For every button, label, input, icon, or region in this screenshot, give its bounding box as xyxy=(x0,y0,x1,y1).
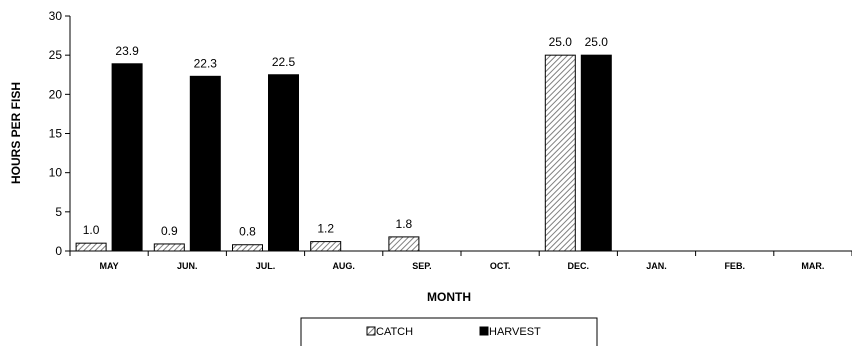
y-tick-label: 20 xyxy=(49,87,63,101)
x-tick-label: AUG. xyxy=(332,261,355,271)
legend-frame xyxy=(300,317,598,346)
y-tick-label: 10 xyxy=(49,166,63,180)
y-axis-title: HOURS PER FISH xyxy=(9,82,23,184)
bar-harvest xyxy=(111,63,143,252)
y-tick-label: 15 xyxy=(49,127,63,141)
y-tick-label: 30 xyxy=(49,9,63,23)
bar-catch xyxy=(75,242,107,252)
data-label-catch: 25.0 xyxy=(549,35,573,49)
bar-harvest xyxy=(268,74,299,252)
data-label-harvest: 23.9 xyxy=(115,44,139,58)
x-tick-label: MAY xyxy=(100,261,119,271)
x-tick-label: MAR. xyxy=(801,261,824,271)
bar-harvest xyxy=(580,54,612,252)
x-tick-label: DEC. xyxy=(568,261,590,271)
y-tick-label: 5 xyxy=(55,205,62,219)
bar-catch xyxy=(544,54,576,252)
legend-label-harvest: HARVEST xyxy=(489,326,541,338)
data-label-catch: 1.0 xyxy=(83,223,100,237)
legend-label-catch: CATCH xyxy=(376,326,413,338)
data-label-catch: 1.2 xyxy=(317,222,334,236)
bars xyxy=(75,54,612,252)
data-label-harvest: 22.3 xyxy=(194,56,218,70)
data-label-harvest: 22.5 xyxy=(272,55,296,69)
bar-catch xyxy=(232,244,263,252)
data-label-harvest: 25.0 xyxy=(585,35,609,49)
data-labels: 1.0 0.9 0.8 1.2 1.8 25.0 23.9 22.3 22.5 25.0 xyxy=(83,35,609,239)
data-label-catch: 0.8 xyxy=(239,225,256,239)
x-tick-label: JUN. xyxy=(177,261,198,271)
legend: CATCH HARVEST xyxy=(300,317,598,346)
bar-harvest xyxy=(189,75,221,252)
bar-catch xyxy=(310,241,342,252)
legend-swatch-harvest xyxy=(479,326,489,336)
legend-swatch-catch xyxy=(366,326,376,336)
x-tick-label: SEP. xyxy=(412,261,431,271)
x-tick-label: OCT. xyxy=(490,261,511,271)
y-tick-label: 25 xyxy=(49,48,63,62)
data-label-catch: 0.9 xyxy=(161,224,178,238)
data-label-catch: 1.8 xyxy=(396,217,413,231)
x-tick-label: FEB. xyxy=(724,261,745,271)
x-axis: MAY JUN. JUL. AUG. SEP. OCT. DEC. JAN. FEB. MAR. xyxy=(69,250,852,271)
bar-catch xyxy=(388,236,420,252)
y-tick-label: 0 xyxy=(55,244,62,258)
x-tick-label: JUL. xyxy=(256,261,276,271)
y-axis: 0 5 10 15 20 25 30 xyxy=(49,9,71,258)
bar-catch xyxy=(153,243,185,252)
x-axis-title: MONTH xyxy=(427,290,471,304)
x-tick-label: JAN. xyxy=(646,261,667,271)
